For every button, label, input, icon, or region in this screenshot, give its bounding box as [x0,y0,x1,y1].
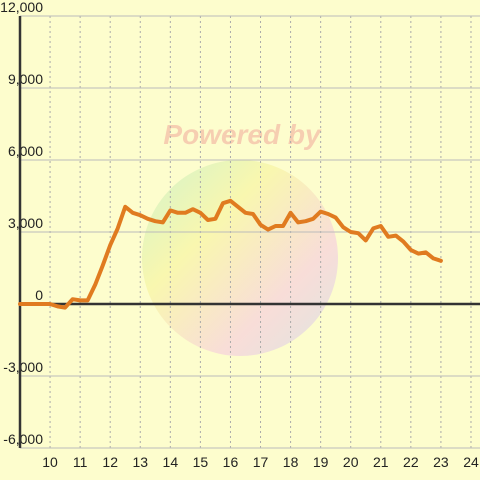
x-tick-label: 22 [403,454,419,470]
x-tick-label: 23 [433,454,449,470]
x-tick-label: 19 [313,454,329,470]
y-tick-label: 6,000 [8,143,43,159]
x-tick-label: 11 [73,454,88,470]
x-tick-label: 13 [132,454,148,470]
watermark: Powered by [163,119,322,150]
x-tick-label: 20 [343,454,359,470]
x-tick-label: 17 [253,454,269,470]
x-tick-label: 14 [163,454,179,470]
x-tick-label: 24 [463,454,479,470]
watermark-logo [142,160,338,356]
x-tick-label: 12 [102,454,118,470]
y-tick-label: -3,000 [3,359,43,375]
y-tick-label: -6,000 [3,431,43,447]
y-tick-label: 9,000 [8,71,43,87]
x-tick-label: 15 [193,454,209,470]
x-tick-label: 10 [42,454,58,470]
data-line [18,198,443,310]
y-tick-label: 0 [35,287,43,303]
y-tick-label: 3,000 [8,215,43,231]
x-tick-label: 16 [223,454,239,470]
x-tick-label: 18 [283,454,299,470]
x-tick-label: 21 [373,454,389,470]
y-tick-label: 12,000 [0,0,43,15]
